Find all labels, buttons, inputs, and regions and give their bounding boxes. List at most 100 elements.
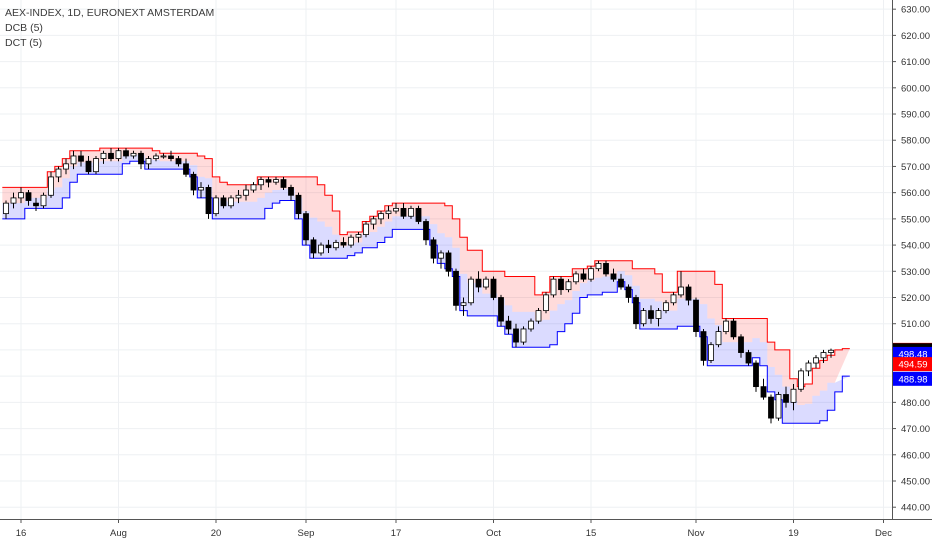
candle	[393, 203, 399, 214]
candle-body	[430, 239, 437, 259]
candle	[708, 342, 714, 364]
candle	[250, 182, 257, 193]
candle	[258, 176, 264, 191]
candle-body	[153, 155, 159, 159]
candle	[400, 203, 407, 219]
candle-body	[738, 336, 744, 353]
candle-body	[70, 155, 77, 165]
candle	[730, 318, 737, 340]
symbol-title[interactable]: AEX-INDEX, 1D, EURONEXT AMSTERDAM	[5, 7, 215, 19]
candle	[513, 323, 519, 348]
y-tick-label: 520.00	[901, 293, 930, 304]
candle-body	[198, 187, 204, 191]
candle	[100, 150, 107, 164]
candle-body	[543, 294, 549, 312]
candle-body	[805, 362, 812, 372]
candle-body	[520, 328, 527, 343]
candle-body	[633, 297, 639, 325]
candle	[490, 276, 497, 301]
candle	[453, 268, 459, 311]
candle	[430, 237, 437, 264]
upper-channel-fill	[2, 148, 850, 405]
candle-body	[18, 192, 24, 199]
candle-body	[408, 207, 414, 217]
candle	[310, 237, 317, 259]
candle-body	[498, 297, 504, 322]
candle-body	[33, 202, 39, 207]
candle	[228, 195, 234, 209]
x-tick-label: Nov	[688, 528, 705, 539]
candle	[468, 276, 474, 306]
candle-body	[813, 357, 819, 364]
candle-body	[168, 155, 174, 159]
candle	[378, 211, 384, 225]
candle	[760, 378, 767, 400]
candle-body	[138, 152, 144, 165]
candle-body	[603, 263, 609, 275]
candle	[190, 171, 197, 196]
candle-body	[213, 197, 219, 215]
indicator-dcb[interactable]: DCB (5)	[5, 22, 43, 34]
candle-body	[528, 320, 534, 330]
candle	[588, 266, 594, 282]
candle	[828, 348, 834, 358]
candle	[325, 239, 332, 253]
candle	[573, 271, 579, 285]
candle-body	[273, 179, 279, 183]
candle-body	[40, 194, 47, 207]
candle-body	[63, 163, 69, 170]
candle-body	[618, 278, 624, 288]
dct-upper-line	[2, 147, 850, 388]
candle-body	[318, 244, 324, 254]
candle	[108, 148, 114, 162]
candle-body	[700, 331, 707, 361]
candle-body	[288, 187, 294, 196]
y-tick-label: 470.00	[901, 424, 930, 435]
candle-body	[663, 302, 669, 312]
candle	[483, 276, 489, 290]
x-tick-label: 19	[788, 528, 799, 539]
y-tick-label: 440.00	[901, 503, 930, 514]
candle-body	[768, 396, 774, 419]
candle-body	[48, 176, 54, 196]
candle	[663, 300, 669, 314]
candle	[243, 184, 249, 201]
candle	[813, 355, 819, 369]
y-tick-label: 590.00	[901, 110, 930, 121]
candle-body	[655, 310, 662, 319]
candle	[48, 171, 54, 198]
candle-body	[760, 386, 767, 398]
candle-body	[145, 158, 152, 165]
candle-body	[250, 184, 257, 191]
candle-body	[595, 263, 602, 270]
candle	[340, 237, 347, 248]
candle	[55, 166, 62, 183]
y-tick-label: 630.00	[901, 5, 930, 16]
candle	[85, 155, 92, 175]
candle-body	[820, 352, 827, 359]
candle-body	[183, 163, 189, 175]
chart-legend: AEX-INDEX, 1D, EURONEXT AMSTERDAM DCB (5…	[5, 6, 214, 51]
indicator-dct[interactable]: DCT (5)	[5, 37, 43, 49]
candle	[220, 195, 227, 209]
candle-body	[558, 278, 564, 291]
candle	[138, 150, 144, 170]
candle-body	[438, 252, 444, 259]
y-tick-label: 530.00	[901, 267, 930, 278]
candle	[333, 239, 339, 251]
candle-body	[3, 202, 9, 215]
candle-body	[745, 352, 752, 364]
candle	[385, 205, 392, 219]
candle-body	[190, 173, 197, 191]
candle-body	[363, 223, 369, 235]
candle	[363, 221, 369, 238]
candle	[700, 328, 707, 366]
candle	[10, 192, 17, 209]
candle	[145, 155, 152, 170]
candle	[783, 386, 789, 408]
x-tick-label: Oct	[486, 528, 501, 539]
candle-body	[445, 252, 452, 272]
candle-body	[715, 331, 722, 346]
